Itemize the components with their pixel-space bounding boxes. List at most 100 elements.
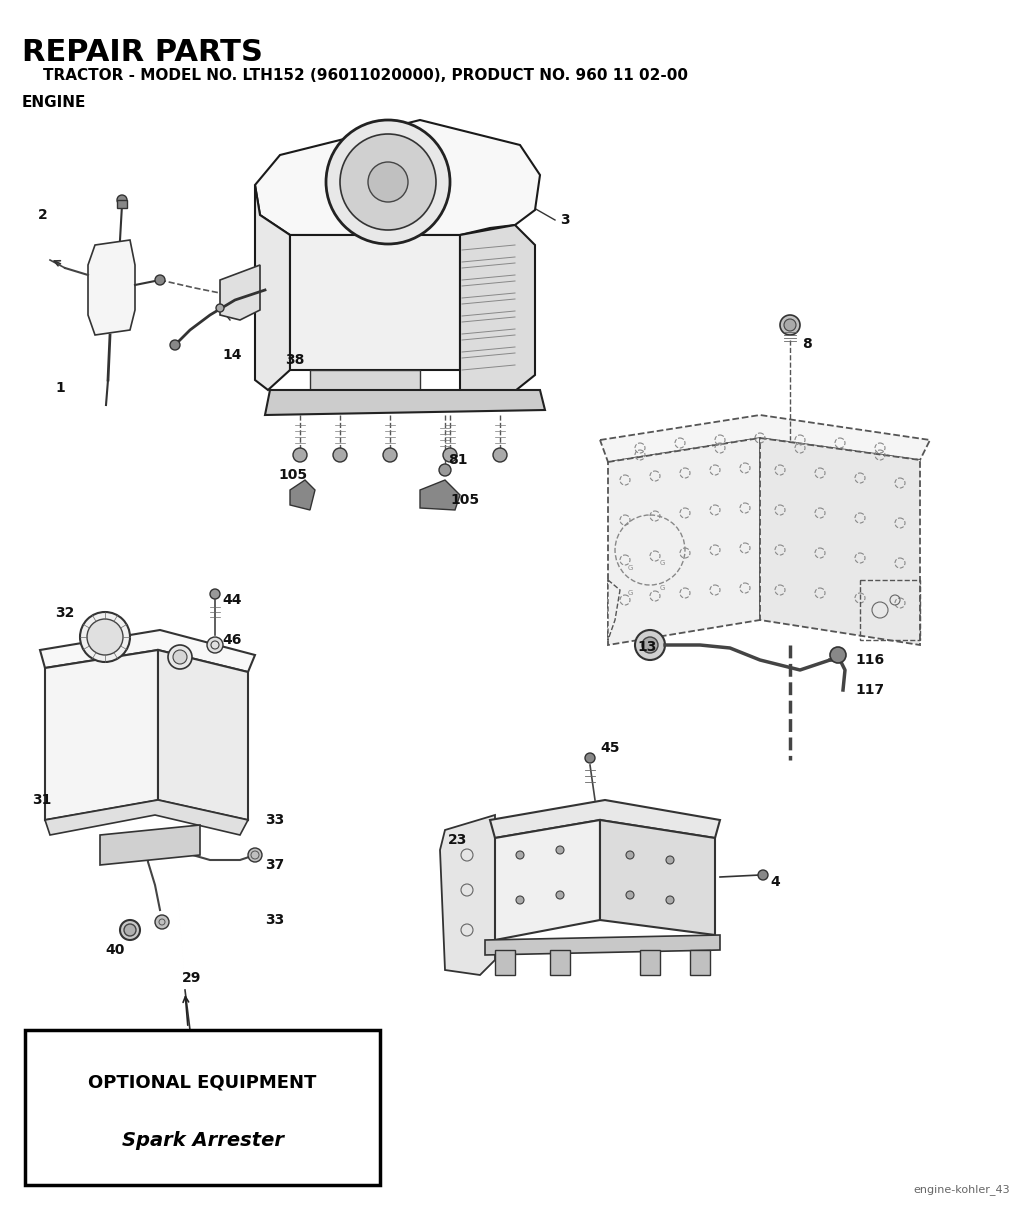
Polygon shape <box>460 225 535 395</box>
Polygon shape <box>40 631 255 672</box>
Text: 81: 81 <box>449 453 468 467</box>
Text: 44: 44 <box>222 593 242 608</box>
Circle shape <box>784 320 796 330</box>
Circle shape <box>87 618 123 655</box>
Text: G: G <box>628 565 634 571</box>
Polygon shape <box>220 265 260 320</box>
Text: 2: 2 <box>38 208 48 222</box>
Polygon shape <box>690 950 710 974</box>
Circle shape <box>117 194 127 205</box>
Circle shape <box>293 448 307 462</box>
Circle shape <box>155 915 169 929</box>
Circle shape <box>340 134 436 230</box>
Polygon shape <box>290 480 315 510</box>
Polygon shape <box>440 815 495 974</box>
Polygon shape <box>495 820 600 940</box>
Polygon shape <box>255 120 540 234</box>
Text: 31: 31 <box>32 793 51 807</box>
Text: G: G <box>628 590 634 597</box>
Text: engine-kohler_43: engine-kohler_43 <box>913 1185 1010 1196</box>
Text: 33: 33 <box>265 813 285 827</box>
Circle shape <box>516 895 524 904</box>
Polygon shape <box>420 480 460 510</box>
Circle shape <box>168 645 193 669</box>
Circle shape <box>120 920 140 940</box>
Polygon shape <box>485 936 720 955</box>
Text: 23: 23 <box>449 833 467 847</box>
Text: 14: 14 <box>222 347 242 362</box>
FancyBboxPatch shape <box>25 1030 380 1185</box>
Polygon shape <box>608 437 760 645</box>
Polygon shape <box>158 650 248 820</box>
Text: 4: 4 <box>770 875 779 889</box>
Text: 105: 105 <box>278 468 307 482</box>
Polygon shape <box>45 799 248 835</box>
Polygon shape <box>255 185 290 390</box>
Polygon shape <box>265 390 545 416</box>
Text: 40: 40 <box>105 943 124 957</box>
Circle shape <box>642 637 658 652</box>
Text: 32: 32 <box>55 606 75 620</box>
Circle shape <box>493 448 507 462</box>
Text: 38: 38 <box>285 354 304 367</box>
Polygon shape <box>550 950 570 974</box>
Text: 105: 105 <box>450 493 479 507</box>
Text: REPAIR PARTS: REPAIR PARTS <box>22 38 263 67</box>
Text: ENGINE: ENGINE <box>22 95 86 111</box>
Circle shape <box>556 891 564 899</box>
Text: G: G <box>660 584 666 590</box>
Circle shape <box>216 304 224 312</box>
Text: 33: 33 <box>265 912 285 927</box>
Circle shape <box>155 275 165 286</box>
Circle shape <box>170 340 180 350</box>
Text: 8: 8 <box>802 337 812 351</box>
Text: 46: 46 <box>222 633 242 648</box>
Text: 117: 117 <box>855 683 884 697</box>
Circle shape <box>124 923 136 936</box>
Circle shape <box>516 850 524 859</box>
Text: 1: 1 <box>55 382 65 395</box>
Circle shape <box>326 120 450 244</box>
Circle shape <box>207 637 223 652</box>
Circle shape <box>758 870 768 880</box>
Text: TRACTOR - MODEL NO. LTH152 (96011020000), PRODUCT NO. 960 11 02-00: TRACTOR - MODEL NO. LTH152 (96011020000)… <box>22 68 688 83</box>
Text: 45: 45 <box>600 741 620 755</box>
Polygon shape <box>760 437 920 645</box>
Circle shape <box>368 162 408 202</box>
Circle shape <box>635 631 665 660</box>
Circle shape <box>443 448 457 462</box>
Circle shape <box>556 846 564 854</box>
Text: Spark Arrester: Spark Arrester <box>122 1130 284 1149</box>
Polygon shape <box>490 799 720 838</box>
Circle shape <box>333 448 347 462</box>
Polygon shape <box>45 650 158 820</box>
Text: 29: 29 <box>182 971 202 985</box>
Circle shape <box>830 648 846 663</box>
Polygon shape <box>100 825 200 865</box>
Polygon shape <box>290 234 460 371</box>
Polygon shape <box>310 371 420 409</box>
Circle shape <box>80 612 130 662</box>
Circle shape <box>626 891 634 899</box>
Text: OPTIONAL EQUIPMENT: OPTIONAL EQUIPMENT <box>88 1073 316 1091</box>
Circle shape <box>666 857 674 864</box>
Polygon shape <box>608 580 620 640</box>
Text: 3: 3 <box>560 213 569 227</box>
Text: 37: 37 <box>265 858 285 872</box>
Polygon shape <box>495 950 515 974</box>
Circle shape <box>626 850 634 859</box>
Circle shape <box>439 464 451 476</box>
Polygon shape <box>640 950 660 974</box>
Circle shape <box>173 650 187 665</box>
Text: G: G <box>660 560 666 566</box>
Polygon shape <box>600 416 930 462</box>
Circle shape <box>383 448 397 462</box>
Text: 13: 13 <box>637 640 656 654</box>
Circle shape <box>210 589 220 599</box>
Polygon shape <box>117 200 127 208</box>
Circle shape <box>248 848 262 861</box>
Circle shape <box>780 315 800 335</box>
Circle shape <box>585 753 595 763</box>
Polygon shape <box>88 241 135 335</box>
Circle shape <box>666 895 674 904</box>
